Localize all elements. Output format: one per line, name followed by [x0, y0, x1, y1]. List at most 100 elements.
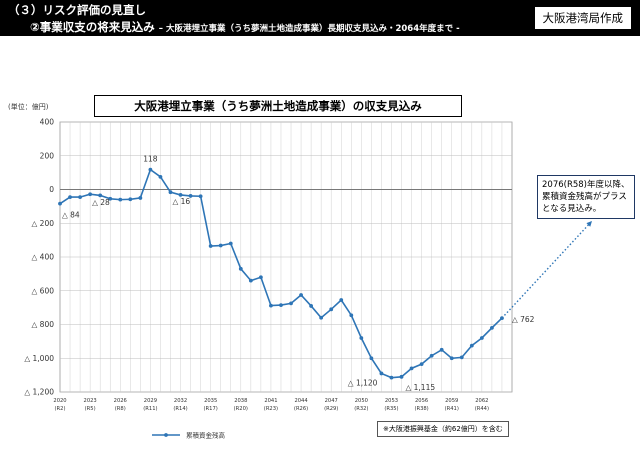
x-tick-sublabel: (R14): [173, 406, 187, 412]
x-tick-label: 2026: [114, 398, 127, 404]
data-point: [329, 307, 334, 312]
y-tick-label: 0: [49, 185, 54, 194]
x-tick-sublabel: (R41): [445, 406, 459, 412]
data-point: [108, 196, 113, 201]
data-point: [429, 353, 434, 358]
data-point: [148, 167, 153, 172]
y-tick-label: 400: [40, 118, 55, 127]
subsection-subtitle: – 大阪港埋立事業（うち夢洲土地造成事業）長期収支見込み・2064年度まで -: [158, 24, 460, 34]
y-tick-label: △ 400: [32, 253, 55, 262]
data-point: [88, 192, 93, 197]
data-point: [359, 336, 364, 340]
x-tick-label: 2020: [53, 398, 66, 404]
data-point: [469, 343, 474, 348]
x-tick-label: 2059: [445, 398, 458, 404]
data-point: [319, 315, 324, 320]
data-point: [399, 374, 404, 379]
x-tick-sublabel: (R2): [55, 406, 66, 412]
y-tick-label: △ 1,200: [24, 388, 54, 397]
subsection-heading: ②事業収支の将来見込み: [30, 20, 155, 34]
x-tick-sublabel: (R11): [143, 406, 157, 412]
y-tick-label: 200: [40, 151, 55, 160]
x-tick-sublabel: (R32): [354, 406, 368, 412]
data-point: [309, 304, 314, 308]
data-point: [58, 201, 62, 206]
data-point: [459, 355, 464, 360]
data-point: [479, 336, 484, 340]
data-point: [238, 266, 243, 271]
y-tick-label: △ 800: [32, 320, 55, 329]
projection-arrowhead: [586, 221, 592, 227]
data-point: [188, 194, 193, 198]
x-tick-sublabel: (R29): [324, 406, 338, 412]
data-point: [178, 193, 183, 197]
data-point: [349, 313, 354, 318]
projection-callout: 2076(R58)年度以降、累積資金残高がプラスとなる見込み。: [537, 175, 635, 219]
data-point: [500, 316, 504, 320]
data-point: [158, 174, 163, 179]
x-tick-label: 2053: [385, 398, 398, 404]
data-point: [339, 298, 344, 302]
x-tick-label: 2044: [294, 398, 308, 404]
header-bar: （３）リスク評価の見直し ②事業収支の将来見込み – 大阪港埋立事業（うち夢洲土地…: [0, 0, 640, 36]
author-badge: 大阪港湾局作成: [533, 6, 632, 30]
data-point: [98, 193, 103, 198]
data-point: [439, 347, 444, 352]
data-point: [299, 293, 303, 297]
data-point: [419, 362, 424, 367]
x-tick-sublabel: (R20): [234, 406, 248, 412]
data-point: [78, 195, 82, 199]
x-tick-sublabel: (R17): [204, 406, 218, 412]
legend-marker: [164, 433, 168, 437]
x-tick-sublabel: (R26): [294, 406, 308, 412]
data-point: [389, 375, 394, 380]
x-tick-sublabel: (R35): [384, 406, 398, 412]
x-tick-label: 2029: [144, 398, 157, 404]
legend-label: 累積資金残高: [186, 431, 226, 440]
x-tick-label: 2050: [355, 398, 368, 404]
x-tick-label: 2062: [475, 398, 488, 404]
projection-line: [501, 220, 593, 319]
data-point: [258, 275, 263, 280]
data-point: [248, 278, 253, 283]
subsection-title: ②事業収支の将来見込み – 大阪港埋立事業（うち夢洲土地造成事業）長期収支見込み・…: [30, 19, 460, 35]
data-point: [289, 301, 293, 306]
x-tick-label: 2056: [415, 398, 428, 404]
x-tick-sublabel: (R44): [475, 406, 489, 412]
x-tick-sublabel: (R38): [414, 406, 428, 412]
data-point: [228, 241, 233, 246]
data-point: [198, 194, 203, 199]
chart-title: 大阪港埋立事業（うち夢洲土地造成事業）の収支見込み: [94, 95, 462, 117]
data-label: △ 28: [92, 198, 110, 207]
data-point: [279, 303, 283, 307]
x-tick-label: 2041: [264, 398, 277, 404]
data-label: △ 84: [62, 211, 80, 220]
data-point: [449, 356, 454, 361]
data-point: [269, 303, 273, 308]
x-tick-label: 2032: [174, 398, 187, 404]
data-point: [138, 196, 143, 200]
y-tick-label: △ 600: [32, 286, 55, 295]
data-point: [68, 195, 72, 199]
data-point: [128, 197, 133, 202]
data-point: [369, 356, 374, 361]
x-tick-label: 2047: [325, 398, 338, 404]
y-tick-label: △ 200: [32, 219, 55, 228]
x-tick-label: 2035: [204, 398, 217, 404]
x-tick-sublabel: (R23): [264, 406, 278, 412]
data-label: △ 1,115: [406, 383, 436, 392]
x-tick-label: 2023: [84, 398, 97, 404]
data-point: [208, 244, 213, 248]
data-point: [118, 197, 123, 202]
x-tick-sublabel: (R5): [85, 406, 96, 412]
y-tick-label: △ 1,000: [24, 354, 54, 363]
x-tick-sublabel: (R8): [115, 406, 126, 412]
x-tick-label: 2038: [234, 398, 247, 404]
y-axis-unit-label: (単位：億円): [8, 103, 49, 111]
data-label: △ 16: [172, 197, 190, 206]
data-label: △ 1,120: [348, 378, 378, 387]
data-point: [490, 325, 494, 330]
data-point: [168, 190, 173, 195]
fund-note: ※大阪港振興基金（約62億円）を含む: [377, 421, 509, 437]
